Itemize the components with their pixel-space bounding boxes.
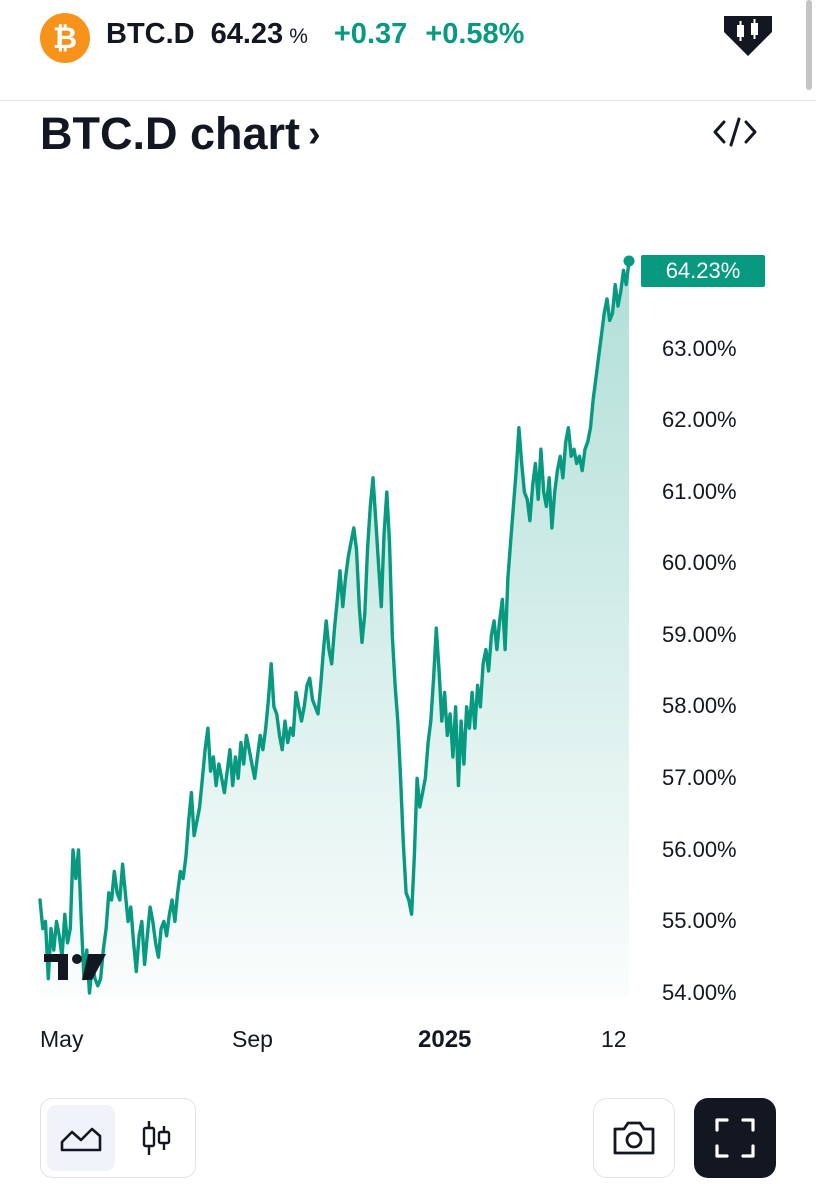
series-line <box>38 259 631 995</box>
area-chart-button[interactable] <box>47 1105 115 1171</box>
y-tick-label: 60.00% <box>662 550 737 575</box>
screenshot-button[interactable] <box>593 1098 675 1178</box>
change-percent: +0.58% <box>425 18 525 50</box>
area-chart-icon <box>60 1127 102 1152</box>
chart-title: BTC.D chart <box>40 108 301 159</box>
fullscreen-icon <box>715 1118 755 1158</box>
btc-dominance-chart[interactable] <box>0 160 816 1030</box>
y-tick-label: 62.00% <box>662 407 737 432</box>
candlestick-icon <box>142 1121 171 1155</box>
chart-type-toggle <box>40 1098 196 1178</box>
fullscreen-button[interactable] <box>694 1098 776 1178</box>
x-tick-label: Sep <box>232 1026 273 1052</box>
last-price: 64.23 <box>210 18 284 50</box>
code-embed-icon[interactable] <box>712 116 758 148</box>
chart-title-link[interactable]: BTC.D chart › <box>40 108 321 160</box>
y-tick-label: 57.00% <box>662 765 737 790</box>
last-value-label: 64.23% <box>641 255 765 287</box>
candles-chart-button[interactable] <box>123 1105 191 1171</box>
tradingview-logo-icon <box>44 954 106 980</box>
y-tick-label: 61.00% <box>662 479 737 504</box>
y-tick-label: 55.00% <box>662 908 737 933</box>
y-tick-label: 54.00% <box>662 980 737 1005</box>
symbol-name: BTC.D <box>106 18 195 50</box>
tradingview-candles-badge-icon[interactable] <box>720 12 776 60</box>
x-tick-label: May <box>40 1026 84 1052</box>
change-absolute: +0.37 <box>333 18 408 50</box>
x-tick-label: 2025 <box>418 1026 472 1053</box>
y-tick-label: 58.00% <box>662 693 737 718</box>
chevron-right-icon: › <box>308 112 321 155</box>
bitcoin-icon: ₿ <box>40 13 90 63</box>
last-point <box>623 255 635 267</box>
y-tick-label: 56.00% <box>662 837 737 862</box>
x-tick-label: 12 <box>601 1026 627 1052</box>
ticker-row: BTC.D 64.23 % +0.37 +0.58% <box>106 18 542 58</box>
price-unit: % <box>289 25 308 48</box>
camera-icon <box>613 1121 655 1155</box>
y-tick-label: 63.00% <box>662 336 737 361</box>
ticker-header: ₿ BTC.D 64.23 % +0.37 +0.58% <box>0 0 816 101</box>
scrollbar-thumb[interactable] <box>806 0 812 90</box>
y-tick-label: 59.00% <box>662 622 737 647</box>
